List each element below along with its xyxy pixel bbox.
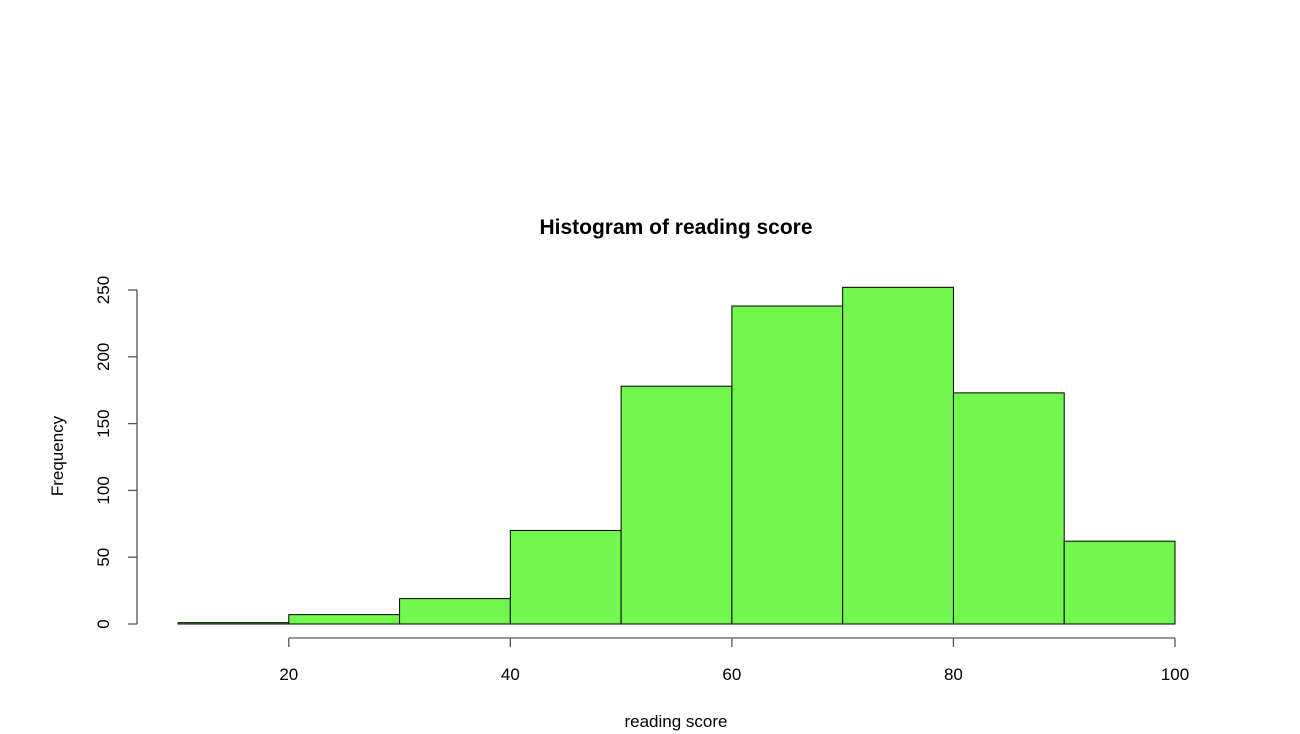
histogram-bar-2 [288,614,401,625]
y-tick-label-0: 0 [94,619,113,628]
histogram-bar-3 [399,598,511,625]
y-tick-label-150: 150 [94,409,113,437]
bars-group [177,286,1176,625]
histogram-bar-1 [177,622,290,625]
x-tick-label-60: 60 [722,665,741,684]
x-axis: 20 40 60 80 100 [279,637,1189,684]
y-tick-label-200: 200 [94,343,113,371]
x-tick-label-40: 40 [501,665,520,684]
x-tick-label-100: 100 [1161,665,1189,684]
histogram-bar-6 [731,305,844,625]
histogram-bar-4 [509,529,622,625]
histogram-bar-8 [952,392,1065,625]
x-tick-label-80: 80 [944,665,963,684]
histogram-bar-7 [842,286,954,625]
histogram-bar-9 [1063,540,1176,625]
y-tick-label-250: 250 [94,276,113,304]
chart-title: Histogram of reading score [539,216,812,239]
y-axis-label: Frequency [48,415,67,496]
histogram-bar-5 [620,385,733,625]
x-axis-label: reading score [624,712,727,731]
y-axis: 0 50 100 150 200 250 [94,276,138,629]
x-tick-label-20: 20 [279,665,298,684]
y-tick-label-50: 50 [94,548,113,567]
y-tick-label-100: 100 [94,476,113,504]
